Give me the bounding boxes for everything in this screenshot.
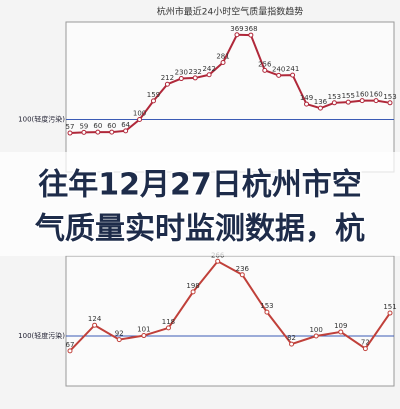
- value-label: 241: [286, 65, 299, 73]
- point: [338, 329, 344, 335]
- value-label: 281: [216, 52, 229, 60]
- value-label: 369: [230, 25, 243, 33]
- point: [289, 341, 295, 347]
- value-label: 118: [162, 318, 175, 326]
- value-label: 100: [133, 110, 146, 118]
- value-label: 368: [244, 25, 257, 33]
- value-label: 153: [260, 302, 273, 310]
- point: [345, 99, 351, 105]
- value-label: 136: [314, 98, 328, 106]
- point: [150, 98, 156, 104]
- value-label: 109: [334, 322, 347, 330]
- point: [92, 322, 98, 328]
- value-label: 60: [107, 122, 116, 130]
- y-tick-label: 100(轻度污染): [18, 331, 65, 340]
- point: [164, 81, 170, 87]
- value-label: 82: [287, 334, 296, 342]
- point: [192, 75, 198, 81]
- value-label: 212: [161, 74, 174, 82]
- point: [178, 76, 184, 82]
- value-label: 236: [236, 265, 250, 273]
- value-label: 72: [361, 339, 370, 347]
- value-label: 151: [383, 303, 396, 311]
- value-label: 153: [328, 93, 341, 101]
- value-label: 159: [147, 91, 160, 99]
- point: [248, 32, 254, 38]
- point: [359, 98, 365, 104]
- point: [109, 129, 115, 135]
- point: [215, 258, 221, 264]
- point: [141, 333, 147, 339]
- value-label: 57: [66, 123, 75, 131]
- point: [81, 129, 87, 135]
- point: [137, 117, 143, 122]
- point: [234, 32, 240, 38]
- value-label: 153: [383, 93, 396, 101]
- point: [95, 129, 101, 135]
- value-label: 242: [202, 65, 215, 73]
- overlay-band: [0, 152, 400, 256]
- value-label: 240: [272, 65, 285, 73]
- point: [116, 337, 122, 343]
- point: [206, 72, 212, 78]
- value-label: 124: [88, 315, 102, 323]
- value-label: 160: [355, 91, 368, 99]
- point: [387, 310, 393, 316]
- point: [123, 128, 129, 134]
- value-label: 160: [369, 91, 382, 99]
- point: [239, 272, 245, 278]
- point: [220, 59, 226, 65]
- overlay-text: 往年12月27日杭州市空: [38, 168, 362, 203]
- value-label: 230: [175, 69, 188, 77]
- value-label: 59: [79, 122, 88, 130]
- value-label: 149: [300, 94, 313, 102]
- point: [264, 309, 270, 315]
- value-label: 100: [309, 326, 322, 334]
- point: [262, 67, 268, 73]
- value-label: 67: [66, 341, 75, 349]
- value-label: 60: [93, 122, 102, 130]
- value-label: 64: [121, 121, 130, 129]
- point: [387, 100, 393, 106]
- point: [290, 72, 296, 78]
- point: [317, 105, 323, 111]
- point: [304, 101, 310, 107]
- line: [69, 260, 391, 352]
- point: [67, 348, 73, 354]
- point: [190, 289, 196, 295]
- point: [362, 346, 368, 352]
- point: [165, 325, 171, 331]
- y-tick-label: 100(轻度污染): [18, 115, 65, 124]
- point: [331, 100, 337, 106]
- point: [313, 333, 319, 339]
- value-label: 256: [258, 60, 272, 68]
- chart-title: 杭州市最近24小时空气质量指数趋势: [157, 6, 303, 18]
- value-label: 92: [115, 330, 124, 338]
- point: [276, 72, 282, 78]
- value-label: 101: [137, 326, 150, 334]
- overlay-text: 气质量实时监测数据，杭: [35, 212, 365, 247]
- value-label: 232: [189, 68, 202, 76]
- value-label: 155: [342, 92, 355, 100]
- point: [373, 98, 379, 104]
- value-label: 198: [186, 282, 199, 290]
- point: [67, 130, 73, 136]
